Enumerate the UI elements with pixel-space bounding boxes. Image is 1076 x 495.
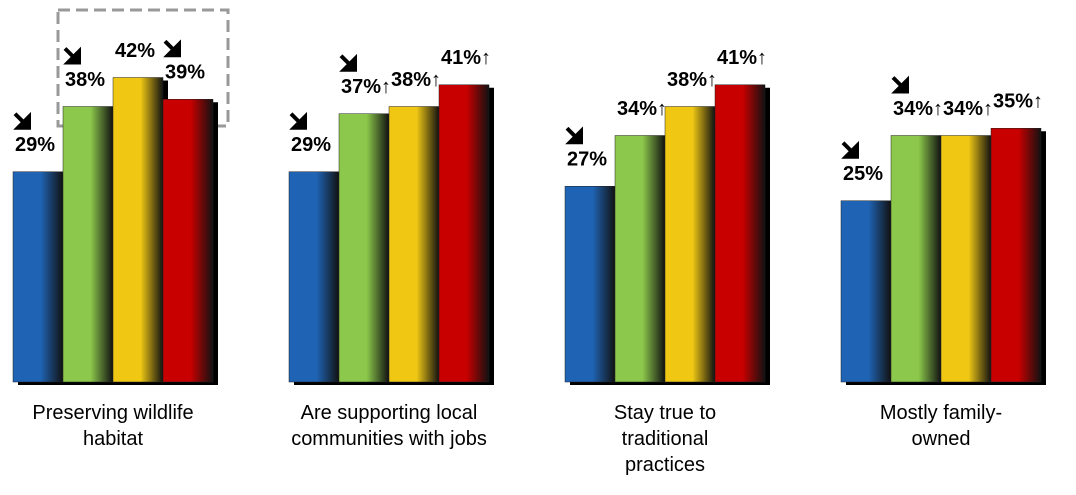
value-label: 34%↑ bbox=[893, 98, 943, 120]
down-arrow bbox=[13, 111, 31, 130]
value-label: 29% bbox=[291, 134, 331, 156]
value-label: 35%↑ bbox=[993, 91, 1043, 113]
bar bbox=[62, 106, 114, 383]
down-arrow bbox=[63, 46, 81, 65]
value-label: 27% bbox=[567, 149, 607, 171]
bar bbox=[890, 135, 942, 383]
value-label: 34%↑ bbox=[943, 98, 993, 120]
bar bbox=[288, 171, 340, 383]
bar bbox=[438, 84, 490, 383]
value-label: 41%↑ bbox=[441, 47, 491, 69]
bar bbox=[338, 113, 390, 383]
bar bbox=[990, 128, 1042, 383]
bar bbox=[12, 171, 64, 383]
bar bbox=[940, 135, 992, 383]
value-label: 41%↑ bbox=[717, 47, 767, 69]
bar bbox=[388, 106, 440, 383]
value-label: 38%↑ bbox=[391, 69, 441, 91]
category-label: Stay true to traditional practices bbox=[613, 402, 717, 476]
category-label: Mostly family-owned bbox=[879, 402, 1003, 450]
value-label: 25% bbox=[843, 163, 883, 185]
category-label: Are supporting local communities with jo… bbox=[291, 402, 487, 450]
value-label: 39% bbox=[165, 62, 205, 84]
bar bbox=[564, 186, 616, 383]
value-label: 38%↑ bbox=[667, 69, 717, 91]
bar bbox=[664, 106, 716, 383]
bar bbox=[840, 200, 892, 383]
bar bbox=[112, 77, 164, 383]
down-arrow bbox=[289, 111, 307, 130]
value-label: 34%↑ bbox=[617, 98, 667, 120]
down-arrow bbox=[163, 39, 181, 58]
category-label: Preserving wildlife habitat bbox=[32, 402, 194, 450]
value-label: 38% bbox=[65, 69, 105, 91]
down-arrow bbox=[891, 75, 909, 94]
bar bbox=[714, 84, 766, 383]
bar bbox=[162, 99, 214, 383]
value-label: 29% bbox=[15, 134, 55, 156]
bar bbox=[614, 135, 666, 383]
value-label: 37%↑ bbox=[341, 76, 391, 98]
value-label: 42% bbox=[115, 40, 155, 62]
down-arrow bbox=[339, 53, 357, 72]
down-arrow bbox=[565, 126, 583, 145]
down-arrow bbox=[841, 140, 859, 159]
